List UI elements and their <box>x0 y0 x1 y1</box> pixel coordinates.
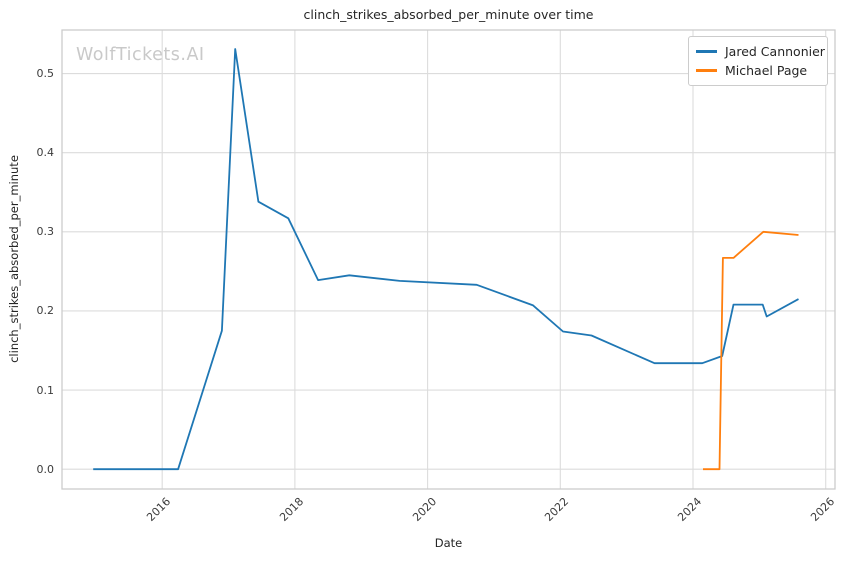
legend-label: Michael Page <box>725 63 808 78</box>
y-tick-label: 0.0 <box>36 462 55 476</box>
legend-item-jared-cannonier: Jared Cannonier <box>696 42 825 61</box>
watermark: WolfTickets.AI <box>76 45 205 65</box>
y-tick-label: 0.1 <box>36 383 55 397</box>
y-tick-label: 0.2 <box>36 304 55 318</box>
y-tick-label: 0.5 <box>36 67 55 81</box>
x-axis-label: Date <box>434 536 463 550</box>
legend: Jared Cannonier Michael Page <box>688 36 828 86</box>
y-tick-label: 0.4 <box>36 146 55 160</box>
series-line-michael-page <box>703 230 799 471</box>
y-tick-label: 0.3 <box>36 225 55 239</box>
legend-label: Jared Cannonier <box>725 44 825 59</box>
legend-line-swatch-blue <box>696 50 717 53</box>
legend-item-michael-page: Michael Page <box>696 61 819 80</box>
plot-border <box>61 29 836 490</box>
y-axis-label: clinch_strikes_absorbed_per_minute <box>7 155 21 363</box>
chart-title: clinch_strikes_absorbed_per_minute over … <box>303 7 594 22</box>
legend-line-swatch-orange <box>696 69 717 72</box>
series-line-jared-cannonier <box>93 48 799 471</box>
